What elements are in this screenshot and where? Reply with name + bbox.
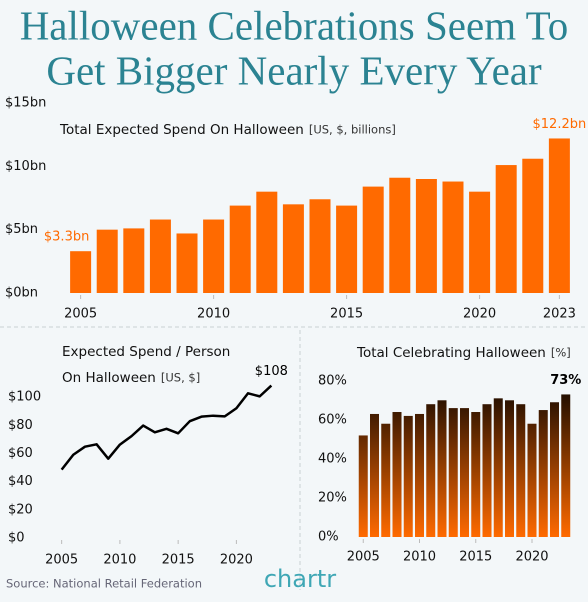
chart-title: Expected Spend / Person	[62, 344, 230, 360]
x-tick-label: 2010	[197, 307, 230, 322]
chart-title: Total Celebrating Halloween	[356, 345, 546, 361]
y-tick-label: 20%	[318, 490, 347, 505]
value-label: 73%	[550, 373, 581, 388]
y-tick-label: $15bn	[5, 96, 46, 111]
x-tick-label: 2010	[103, 553, 136, 568]
x-tick-label: 2015	[459, 550, 492, 565]
bar	[96, 229, 118, 293]
x-tick-label: 2005	[347, 550, 380, 565]
bar	[256, 191, 278, 293]
value-label: $12.2bn	[533, 117, 587, 132]
bar	[448, 408, 458, 537]
bar	[149, 219, 171, 293]
x-tick-label: 2005	[45, 553, 78, 568]
bar	[550, 402, 559, 537]
bar	[505, 400, 514, 537]
bar	[469, 191, 491, 293]
chart-units: [US, $]	[161, 371, 200, 385]
bar	[415, 179, 437, 293]
y-tick-label: $60	[8, 446, 33, 461]
value-label: $108	[255, 364, 288, 379]
bar	[392, 412, 402, 537]
bar	[203, 219, 225, 293]
bar	[442, 181, 464, 293]
line	[60, 384, 273, 471]
bar	[362, 186, 384, 293]
bar	[538, 410, 548, 537]
y-tick-label: $10bn	[5, 159, 46, 174]
source: Source: National Retail Federation	[6, 577, 202, 591]
y-tick-label: 80%	[318, 373, 347, 388]
y-tick-label: $40	[8, 474, 33, 489]
bar	[336, 205, 358, 293]
bar	[229, 205, 251, 293]
chart-title: Total Expected Spend On Halloween	[59, 122, 304, 138]
x-tick-label: 2015	[330, 307, 363, 322]
bar	[460, 408, 469, 537]
y-tick-label: $80	[8, 418, 33, 433]
x-tick-label: 2020	[515, 550, 548, 565]
bar	[70, 251, 92, 293]
bar	[471, 412, 481, 537]
bar	[358, 435, 368, 537]
y-tick-label: $5bn	[5, 222, 38, 237]
y-tick-label: 40%	[318, 451, 347, 466]
bar	[437, 400, 447, 537]
bar	[522, 158, 544, 293]
bar	[561, 394, 571, 537]
x-tick-label: 2015	[162, 553, 195, 568]
chart-units: [US, $, billions]	[309, 123, 396, 137]
bar	[123, 228, 145, 293]
y-tick-label: $100	[8, 390, 41, 405]
bar	[176, 233, 198, 293]
bar	[370, 413, 379, 537]
bar	[381, 423, 391, 537]
headline: Halloween Celebrations Seem To	[20, 2, 569, 48]
bar	[309, 199, 331, 293]
bar	[516, 404, 526, 537]
bar	[493, 398, 503, 537]
y-tick-label: $20	[8, 502, 33, 517]
chart-title: On Halloween	[62, 370, 156, 386]
bar	[282, 204, 304, 293]
x-tick-label: 2020	[220, 553, 253, 568]
x-tick-label: 2023	[543, 307, 576, 322]
y-tick-label: $0bn	[5, 286, 38, 301]
chart-units: [%]	[551, 346, 571, 360]
logo: chartr	[264, 565, 336, 593]
headline: Get Bigger Nearly Every Year	[46, 47, 542, 93]
bar	[495, 165, 517, 293]
bar	[389, 177, 411, 293]
y-tick-label: $0	[8, 531, 25, 546]
value-label: $3.3bn	[44, 230, 89, 245]
x-tick-label: 2020	[463, 307, 496, 322]
x-tick-label: 2005	[64, 307, 97, 322]
bar	[415, 413, 424, 537]
y-tick-label: 60%	[318, 412, 347, 427]
bar	[527, 423, 537, 537]
x-tick-label: 2010	[403, 550, 436, 565]
y-tick-label: 0%	[318, 530, 339, 545]
bar	[403, 415, 413, 537]
bar	[426, 404, 436, 537]
bar	[548, 138, 570, 293]
bar	[482, 404, 492, 537]
